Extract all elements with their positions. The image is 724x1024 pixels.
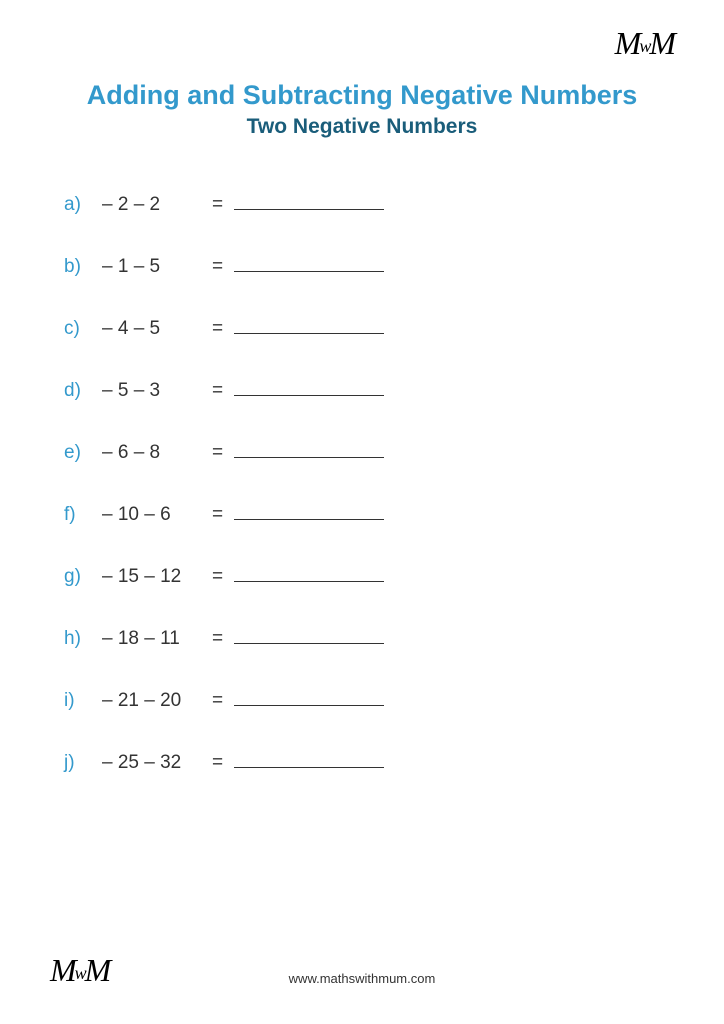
problem-expression: – 4 – 5 — [102, 318, 212, 340]
page-subtitle: Two Negative Numbers — [50, 115, 674, 139]
equals-sign: = — [212, 256, 234, 278]
answer-blank[interactable] — [234, 333, 384, 334]
problem-row: b) – 1 – 5 = — [64, 256, 674, 278]
problem-row: d) – 5 – 3 = — [64, 380, 674, 402]
problem-label: i) — [64, 690, 102, 712]
answer-blank[interactable] — [234, 767, 384, 768]
equals-sign: = — [212, 194, 234, 216]
problem-row: j) – 25 – 32 = — [64, 752, 674, 774]
problem-expression: – 15 – 12 — [102, 566, 212, 588]
problem-label: j) — [64, 752, 102, 774]
equals-sign: = — [212, 380, 234, 402]
problem-row: i) – 21 – 20 = — [64, 690, 674, 712]
problem-row: f) – 10 – 6 = — [64, 504, 674, 526]
equals-sign: = — [212, 566, 234, 588]
problem-expression: – 10 – 6 — [102, 504, 212, 526]
problem-expression: – 18 – 11 — [102, 628, 212, 650]
problem-label: d) — [64, 380, 102, 402]
problem-list: a) – 2 – 2 = b) – 1 – 5 = c) – 4 – 5 = d… — [50, 194, 674, 774]
problem-label: b) — [64, 256, 102, 278]
logo-top: MwM — [615, 25, 674, 62]
answer-blank[interactable] — [234, 209, 384, 210]
equals-sign: = — [212, 504, 234, 526]
answer-blank[interactable] — [234, 705, 384, 706]
equals-sign: = — [212, 752, 234, 774]
equals-sign: = — [212, 690, 234, 712]
equals-sign: = — [212, 442, 234, 464]
problem-expression: – 6 – 8 — [102, 442, 212, 464]
problem-label: e) — [64, 442, 102, 464]
footer-url: www.mathswithmum.com — [0, 971, 724, 986]
problem-expression: – 5 – 3 — [102, 380, 212, 402]
problem-row: c) – 4 – 5 = — [64, 318, 674, 340]
problem-label: g) — [64, 566, 102, 588]
problem-row: e) – 6 – 8 = — [64, 442, 674, 464]
answer-blank[interactable] — [234, 271, 384, 272]
equals-sign: = — [212, 628, 234, 650]
answer-blank[interactable] — [234, 581, 384, 582]
problem-expression: – 25 – 32 — [102, 752, 212, 774]
page-title: Adding and Subtracting Negative Numbers — [50, 80, 674, 111]
problem-expression: – 21 – 20 — [102, 690, 212, 712]
problem-row: a) – 2 – 2 = — [64, 194, 674, 216]
problem-expression: – 2 – 2 — [102, 194, 212, 216]
answer-blank[interactable] — [234, 519, 384, 520]
problem-expression: – 1 – 5 — [102, 256, 212, 278]
answer-blank[interactable] — [234, 395, 384, 396]
problem-label: h) — [64, 628, 102, 650]
answer-blank[interactable] — [234, 643, 384, 644]
problem-label: a) — [64, 194, 102, 216]
answer-blank[interactable] — [234, 457, 384, 458]
problem-label: f) — [64, 504, 102, 526]
problem-label: c) — [64, 318, 102, 340]
equals-sign: = — [212, 318, 234, 340]
problem-row: g) – 15 – 12 = — [64, 566, 674, 588]
problem-row: h) – 18 – 11 = — [64, 628, 674, 650]
